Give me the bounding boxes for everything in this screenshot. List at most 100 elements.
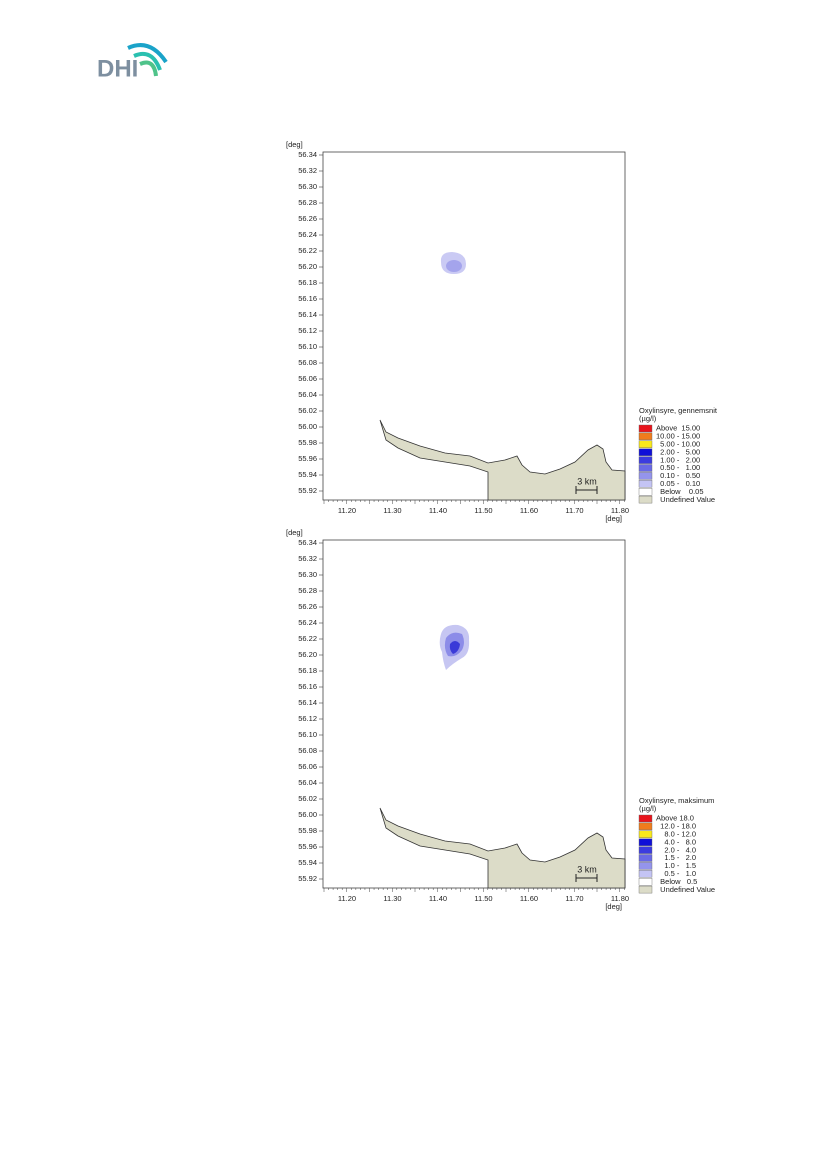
y-tick-label: 56.00 [298, 422, 317, 431]
x-unit: [deg] [605, 514, 622, 523]
legend-label: 1.00 - 2.00 [656, 455, 700, 464]
x-tick-label: 11.50 [474, 506, 492, 515]
plume-core [449, 641, 460, 654]
y-tick-label: 55.94 [298, 470, 317, 479]
legend-label: 1.0 - 1.5 [656, 861, 696, 870]
y-tick-label: 55.92 [298, 486, 317, 495]
x-tick-label: 11.80 [611, 894, 629, 903]
legend-unit: (µg/l) [639, 414, 657, 423]
y-tick-label: 56.00 [298, 810, 317, 819]
legend-label: 1.5 - 2.0 [656, 853, 696, 862]
y-tick-label: 56.04 [298, 778, 317, 787]
legend-label: 0.5 - 1.0 [656, 869, 696, 878]
x-tick-label: 11.70 [565, 506, 583, 515]
logo-text: DHI [97, 55, 138, 82]
y-tick-label: 56.22 [298, 246, 317, 255]
x-tick-label: 11.30 [383, 506, 401, 515]
scale-label: 3 km [577, 864, 597, 874]
legend-swatch [638, 432, 653, 441]
legend-swatch [638, 448, 653, 456]
y-tick-label: 56.14 [298, 310, 317, 319]
scale-label: 3 km [577, 476, 597, 486]
x-tick-label: 11.50 [474, 894, 492, 903]
y-tick-label: 56.28 [298, 586, 317, 595]
y-tick-label: 56.20 [298, 650, 317, 659]
y-tick-label: 56.30 [298, 182, 317, 191]
y-tick-label: 56.06 [298, 374, 317, 383]
x-tick-label: 11.20 [338, 506, 356, 515]
y-tick-label: 56.18 [298, 666, 317, 675]
land [379, 807, 626, 889]
y-tick-label: 55.98 [298, 826, 317, 835]
x-tick-label: 11.60 [520, 894, 538, 903]
legend-swatch [638, 885, 653, 894]
y-tick-label: 56.34 [298, 150, 317, 159]
legend-swatch [638, 878, 653, 886]
y-tick-label: 56.20 [298, 262, 317, 271]
map-panel: [deg]56.3456.3256.3056.2856.2656.2456.22… [286, 140, 718, 523]
legend-label: Below 0.5 [656, 877, 697, 886]
x-tick-label: 11.30 [383, 894, 401, 903]
y-tick-label: 55.96 [298, 842, 317, 851]
legend-label: Above 18.0 [656, 814, 694, 823]
logo-wave [133, 51, 162, 71]
y-tick-label: 56.10 [298, 730, 317, 739]
legend-swatch [638, 846, 653, 854]
legend-swatch [638, 854, 653, 862]
legend-swatch [638, 822, 653, 831]
y-tick-label: 56.16 [298, 682, 317, 691]
logo: DHI [97, 43, 168, 82]
map-frame [322, 539, 626, 889]
legend-label: 0.05 - 0.10 [656, 479, 700, 488]
y-tick-label: 56.22 [298, 634, 317, 643]
legend-swatch [638, 862, 653, 870]
y-tick-label: 56.24 [298, 230, 317, 239]
y-tick-label: 56.04 [298, 390, 317, 399]
legend-label: 5.00 - 10.00 [656, 439, 700, 448]
legend-label: 2.00 - 5.00 [656, 447, 700, 456]
legend-swatch [638, 488, 653, 496]
y-tick-label: 56.02 [298, 794, 317, 803]
y-tick-label: 56.06 [298, 762, 317, 771]
y-tick-label: 56.18 [298, 278, 317, 287]
y-tick-label: 56.30 [298, 570, 317, 579]
x-tick-label: 11.40 [429, 894, 447, 903]
y-tick-label: 56.24 [298, 618, 317, 627]
y-tick-label: 56.08 [298, 746, 317, 755]
x-unit: [deg] [605, 902, 622, 911]
y-tick-label: 56.26 [298, 602, 317, 611]
logo-wave [139, 60, 158, 77]
y-tick-label: 56.34 [298, 538, 317, 547]
x-tick-label: 11.80 [611, 506, 629, 515]
legend-title: Oxylinsyre, maksimum [639, 796, 714, 805]
legend-swatch [638, 814, 653, 823]
x-tick-label: 11.60 [520, 506, 538, 515]
legend-label: 0.50 - 1.00 [656, 463, 700, 472]
y-tick-label: 56.10 [298, 342, 317, 351]
y-tick-label: 56.02 [298, 406, 317, 415]
y-tick-label: 56.32 [298, 166, 317, 175]
x-tick-label: 11.70 [565, 894, 583, 903]
y-tick-label: 56.32 [298, 554, 317, 563]
legend-label: Undefined Value [656, 495, 715, 504]
legend-swatch [638, 456, 653, 464]
y-tick-label: 55.94 [298, 858, 317, 867]
legend-unit: (µg/l) [639, 804, 657, 813]
x-tick-label: 11.20 [338, 894, 356, 903]
map-frame [322, 151, 626, 501]
y-tick-label: 56.28 [298, 198, 317, 207]
legend-swatch [638, 870, 653, 878]
land [379, 419, 626, 501]
y-tick-label: 56.12 [298, 326, 317, 335]
plume-inner [446, 260, 462, 272]
legend-label: 10.00 - 15.00 [656, 432, 700, 441]
legend-label: 2.0 - 4.0 [656, 845, 696, 854]
legend-label: 0.10 - 0.50 [656, 471, 700, 480]
y-tick-label: 56.12 [298, 714, 317, 723]
legend-swatch [638, 830, 653, 838]
legend-label: Undefined Value [656, 885, 715, 894]
y-tick-label: 56.16 [298, 294, 317, 303]
map-panel: [deg] 56.34 56.32 56.30 56.28 56.26 56.24 56.22… [286, 528, 715, 911]
legend-swatch [638, 495, 653, 504]
x-tick-label: 11.40 [429, 506, 447, 515]
